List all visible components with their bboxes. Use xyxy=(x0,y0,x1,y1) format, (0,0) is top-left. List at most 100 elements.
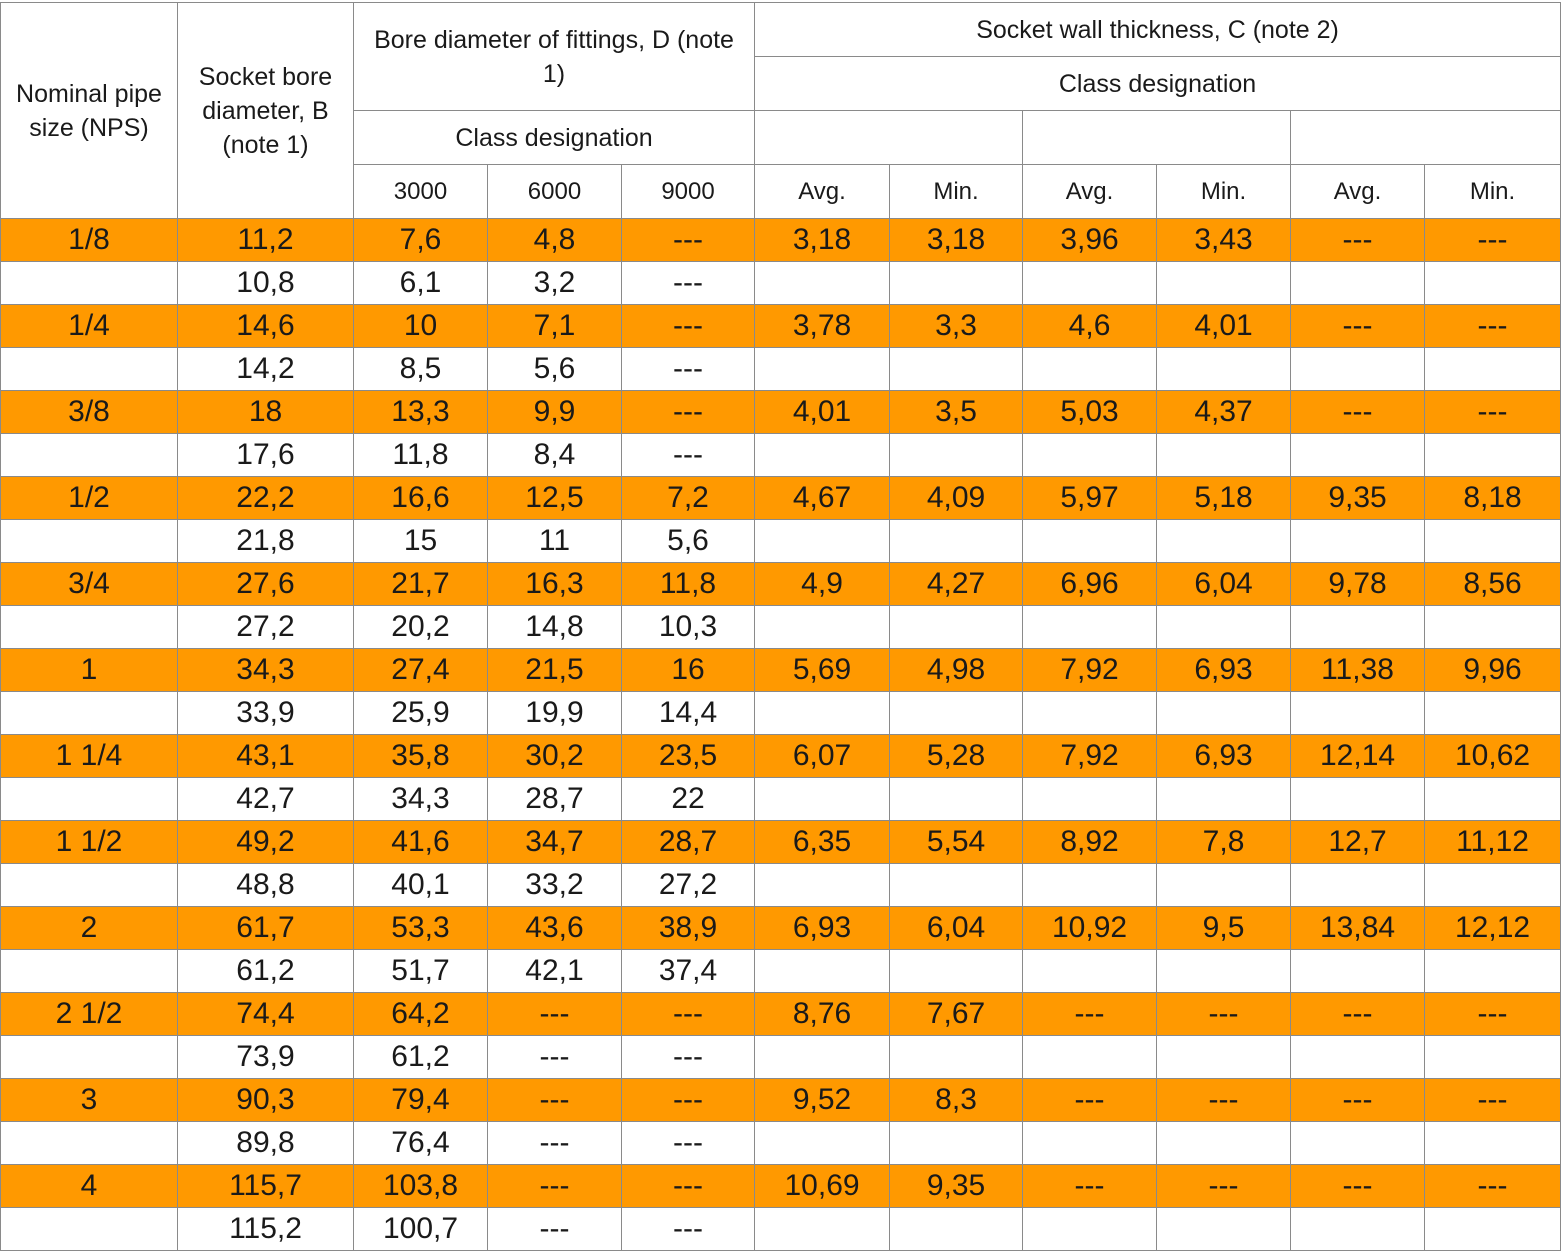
table-row: 3 90,3 79,4 --- --- 9,52 8,3 --- --- --- --- xyxy=(0,1078,1561,1122)
cell-wall-min-3000 xyxy=(889,691,1024,735)
cell-wall-min-9000: --- xyxy=(1424,992,1561,1036)
cell-wall-avg-9000 xyxy=(1290,605,1426,649)
cell-bore-3000: 103,8 xyxy=(353,1164,488,1208)
cell-nps: 3 xyxy=(0,1078,178,1122)
cell-wall-avg-9000 xyxy=(1290,1035,1426,1079)
table-row: 1/4 14,6 10 7,1 --- 3,78 3,3 4,6 4,01 --- --- xyxy=(0,304,1561,348)
cell-bore-9000: 22 xyxy=(620,777,756,821)
table-row: 73,9 61,2 --- --- xyxy=(0,1035,1561,1079)
cell-wall-min-3000 xyxy=(889,261,1024,305)
cell-bore-3000: 15 xyxy=(353,519,488,563)
cell-nps: 1 1/2 xyxy=(0,820,178,864)
cell-nps: 3/8 xyxy=(0,390,178,434)
cell-socket-bore: 22,2 xyxy=(177,476,354,520)
cell-bore-3000: 61,2 xyxy=(353,1035,488,1079)
cell-wall-min-6000: 6,04 xyxy=(1156,562,1292,606)
cell-bore-6000: 16,3 xyxy=(487,562,622,606)
table-row: 3/8 18 13,3 9,9 --- 4,01 3,5 5,03 4,37 --- --- xyxy=(0,390,1561,434)
cell-wall-min-3000 xyxy=(889,347,1024,391)
cell-nps: 1 1/4 xyxy=(0,734,178,778)
cell-wall-avg-6000: 4,6 xyxy=(1022,304,1158,348)
cell-nps: 1/8 xyxy=(0,218,178,262)
cell-wall-avg-3000: 4,67 xyxy=(754,476,891,520)
cell-wall-min-9000: 11,12 xyxy=(1424,820,1561,864)
cell-wall-min-9000 xyxy=(1424,261,1561,305)
cell-nps xyxy=(0,691,178,735)
cell-wall-avg-3000 xyxy=(754,519,891,563)
cell-nps: 1/2 xyxy=(0,476,178,520)
cell-socket-bore: 61,2 xyxy=(177,949,354,993)
cell-wall-min-9000: 10,62 xyxy=(1424,734,1561,778)
cell-wall-avg-3000: 9,52 xyxy=(754,1078,891,1122)
cell-bore-9000: --- xyxy=(620,1207,756,1251)
cell-bore-6000: 8,4 xyxy=(487,433,622,477)
cell-socket-bore: 48,8 xyxy=(177,863,354,907)
cell-bore-9000: --- xyxy=(620,433,756,477)
header-min-3000: Min. xyxy=(889,164,1024,219)
cell-socket-bore: 18 xyxy=(177,390,354,434)
cell-socket-bore: 11,2 xyxy=(177,218,354,262)
cell-wall-min-6000 xyxy=(1156,433,1292,477)
cell-bore-9000: --- xyxy=(620,261,756,305)
cell-socket-bore: 73,9 xyxy=(177,1035,354,1079)
cell-wall-min-3000: 7,67 xyxy=(889,992,1024,1036)
cell-nps xyxy=(0,777,178,821)
cell-bore-3000: 8,5 xyxy=(353,347,488,391)
cell-nps xyxy=(0,1207,178,1251)
cell-wall-min-6000: --- xyxy=(1156,1078,1292,1122)
cell-wall-avg-6000 xyxy=(1022,433,1158,477)
cell-bore-3000: 35,8 xyxy=(353,734,488,778)
cell-bore-6000: --- xyxy=(487,1035,622,1079)
cell-bore-3000: 34,3 xyxy=(353,777,488,821)
cell-wall-avg-9000: 9,78 xyxy=(1290,562,1426,606)
cell-wall-avg-6000: 5,03 xyxy=(1022,390,1158,434)
cell-wall-avg-6000: --- xyxy=(1022,992,1158,1036)
cell-wall-avg-9000 xyxy=(1290,777,1426,821)
cell-wall-avg-3000 xyxy=(754,1121,891,1165)
cell-wall-min-9000 xyxy=(1424,605,1561,649)
cell-wall-avg-9000: --- xyxy=(1290,1164,1426,1208)
cell-bore-3000: 53,3 xyxy=(353,906,488,950)
cell-wall-avg-9000 xyxy=(1290,433,1426,477)
header-class-9000: 9000 xyxy=(620,164,756,219)
table-body: 1/8 11,2 7,6 4,8 --- 3,18 3,18 3,96 3,43 --- --- 10… xyxy=(0,218,1561,1251)
cell-bore-6000: --- xyxy=(487,992,622,1036)
cell-wall-min-9000: --- xyxy=(1424,218,1561,262)
cell-nps xyxy=(0,605,178,649)
cell-bore-6000: --- xyxy=(487,1207,622,1251)
cell-bore-6000: 14,8 xyxy=(487,605,622,649)
cell-wall-min-6000 xyxy=(1156,519,1292,563)
cell-socket-bore: 10,8 xyxy=(177,261,354,305)
cell-nps xyxy=(0,433,178,477)
cell-wall-min-9000: --- xyxy=(1424,304,1561,348)
table-row: 2 1/2 74,4 64,2 --- --- 8,76 7,67 --- --- --- --- xyxy=(0,992,1561,1036)
cell-wall-avg-6000 xyxy=(1022,863,1158,907)
cell-socket-bore: 27,6 xyxy=(177,562,354,606)
cell-wall-min-6000 xyxy=(1156,347,1292,391)
cell-wall-min-6000: 9,5 xyxy=(1156,906,1292,950)
cell-bore-9000: --- xyxy=(620,304,756,348)
cell-socket-bore: 90,3 xyxy=(177,1078,354,1122)
cell-wall-min-6000: --- xyxy=(1156,1164,1292,1208)
cell-bore-9000: --- xyxy=(620,1078,756,1122)
cell-bore-6000: 19,9 xyxy=(487,691,622,735)
cell-bore-9000: 38,9 xyxy=(620,906,756,950)
cell-bore-9000: 14,4 xyxy=(620,691,756,735)
cell-bore-6000: --- xyxy=(487,1121,622,1165)
cell-bore-6000: --- xyxy=(487,1078,622,1122)
cell-wall-min-6000 xyxy=(1156,949,1292,993)
cell-wall-avg-3000: 10,69 xyxy=(754,1164,891,1208)
cell-wall-min-3000 xyxy=(889,863,1024,907)
cell-wall-avg-9000 xyxy=(1290,1207,1426,1251)
header-bore-class: Class designation xyxy=(352,110,756,165)
cell-wall-min-3000: 5,54 xyxy=(889,820,1024,864)
cell-bore-9000: 37,4 xyxy=(620,949,756,993)
cell-socket-bore: 89,8 xyxy=(177,1121,354,1165)
cell-wall-avg-6000 xyxy=(1022,777,1158,821)
cell-bore-9000: 7,2 xyxy=(620,476,756,520)
table-row: 1 34,3 27,4 21,5 16 5,69 4,98 7,92 6,93 11,38 9,96 xyxy=(0,648,1561,692)
cell-wall-min-3000 xyxy=(889,1121,1024,1165)
cell-wall-avg-9000: 11,38 xyxy=(1290,648,1426,692)
cell-bore-3000: 21,7 xyxy=(353,562,488,606)
cell-wall-avg-3000 xyxy=(754,1207,891,1251)
